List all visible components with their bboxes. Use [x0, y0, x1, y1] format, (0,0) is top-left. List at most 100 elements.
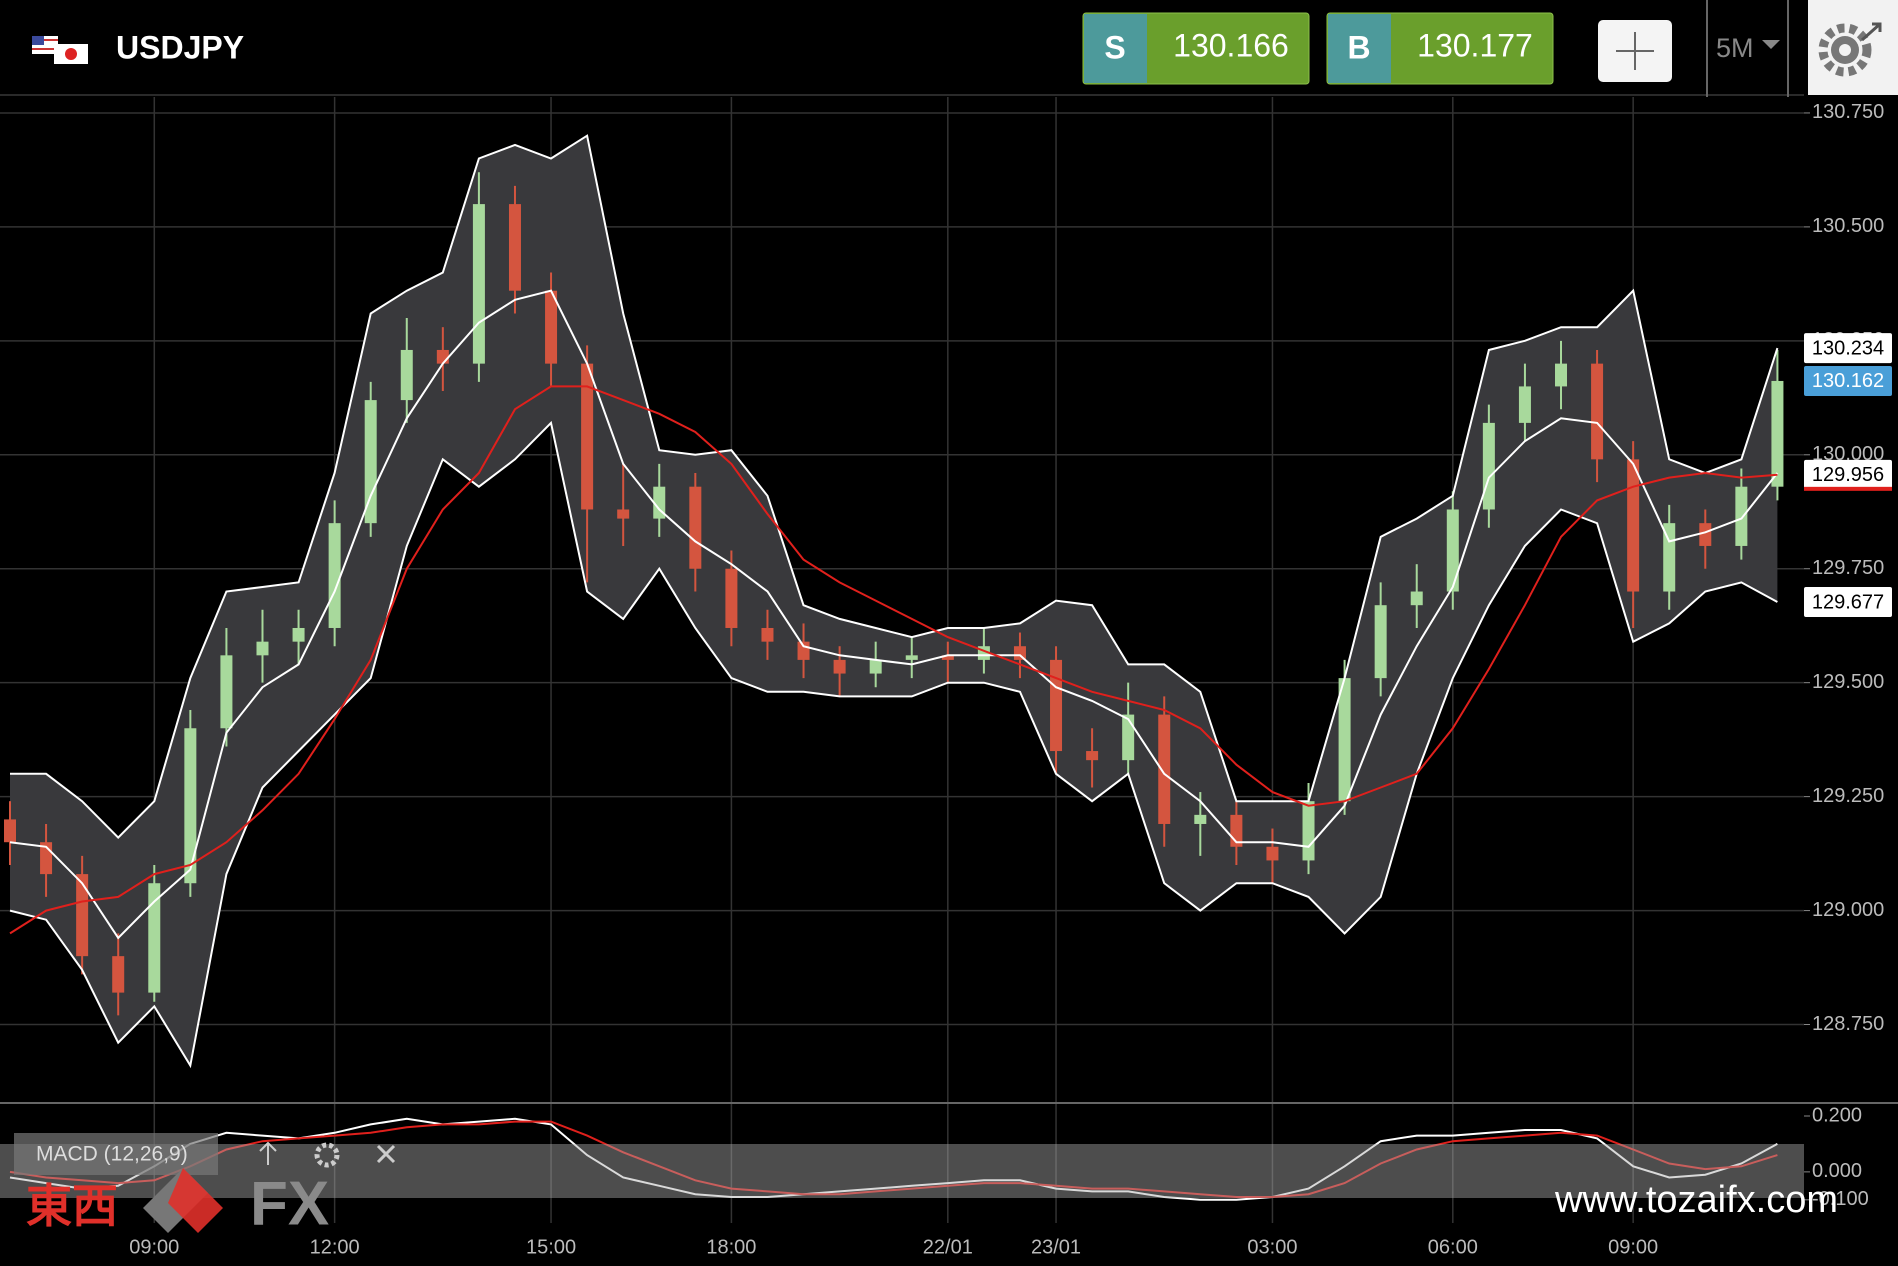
settings-button[interactable] — [1808, 0, 1898, 95]
buy-price[interactable]: 130.177 — [1417, 27, 1533, 63]
candle-body — [1482, 422, 1495, 510]
x-tick-label: 03:00 — [1247, 1236, 1297, 1258]
candle-body — [1699, 523, 1712, 546]
watermark-logo-accent — [168, 1168, 223, 1233]
candle-body — [1555, 363, 1568, 387]
candle-body — [941, 655, 954, 660]
price-tag-underline — [1804, 486, 1892, 491]
x-tick-label: 09:00 — [129, 1236, 179, 1258]
watermark-url: www.tozaifx.com — [1554, 1179, 1838, 1221]
candle-body — [1410, 591, 1423, 606]
flag-us-canton — [32, 36, 44, 45]
buy-label-bg[interactable] — [1328, 14, 1391, 83]
candle-body — [1771, 380, 1784, 487]
candle-body — [545, 290, 558, 364]
y-tick-label: 129.250 — [1812, 785, 1884, 807]
sell-label[interactable]: S — [1104, 29, 1125, 65]
candle-body — [1158, 714, 1171, 824]
price-tag-bg — [1804, 333, 1892, 364]
candle-body — [256, 641, 269, 656]
candle-body — [725, 568, 738, 628]
candle-body — [905, 655, 918, 660]
buy-label[interactable]: B — [1347, 29, 1370, 65]
y-tick-label: 129.500 — [1812, 671, 1884, 693]
price-tag: 130.234 — [1812, 337, 1884, 359]
indicator-bar — [0, 1144, 1804, 1198]
timeframe[interactable]: 5M — [1716, 33, 1754, 63]
bollinger-line — [10, 134, 1779, 840]
candle-body — [1302, 801, 1315, 861]
candle-body — [1446, 509, 1459, 592]
price-tag-bg — [1804, 365, 1892, 396]
candle-body — [1050, 659, 1063, 752]
buy-button[interactable]: B 130.177 — [1326, 12, 1554, 85]
expand-icon[interactable] — [1861, 22, 1882, 42]
candle-body — [1338, 678, 1351, 802]
candle-body — [1518, 386, 1531, 423]
candle-body — [472, 204, 485, 364]
flag-jp-sun — [65, 48, 77, 60]
candle-body — [328, 523, 341, 628]
candle-body — [1735, 486, 1748, 546]
header-bar — [0, 0, 1898, 95]
y-tick-label: 0.200 — [1812, 1104, 1862, 1126]
timeframe-selector[interactable]: 5M — [1716, 33, 1780, 63]
candle-body — [220, 655, 233, 729]
indicator-up-icon — [259, 1141, 277, 1165]
y-tick-label: 129.000 — [1812, 899, 1884, 921]
candle-body — [364, 400, 377, 524]
indicator-title-bg — [14, 1133, 218, 1175]
sell-button[interactable]: S 130.166 — [1082, 12, 1310, 85]
candle-body — [797, 641, 810, 660]
candle-body — [761, 627, 774, 642]
sell-label-bg[interactable] — [1084, 14, 1147, 83]
gear-hole[interactable] — [1839, 44, 1851, 56]
candle-body — [1194, 814, 1207, 824]
candle-body — [4, 819, 16, 843]
candle-body — [508, 204, 521, 291]
candle-body — [617, 509, 630, 519]
candle-body — [653, 486, 666, 519]
symbol: USDJPY — [116, 29, 244, 65]
price-tag: 129.956 — [1812, 464, 1884, 486]
candle-body — [1627, 459, 1640, 592]
candle-body — [112, 956, 125, 993]
candle-body — [400, 349, 413, 401]
candle-body — [1086, 751, 1099, 761]
y-tick-label: 130.500 — [1812, 215, 1884, 237]
watermark-kanji: 東西 — [26, 1180, 118, 1232]
y-tick-label: -0.100 — [1812, 1188, 1869, 1210]
price-tag: 129.677 — [1812, 591, 1884, 613]
price-tag-bg — [1804, 587, 1892, 618]
sell-price[interactable]: 130.166 — [1173, 27, 1289, 63]
candle-body — [1122, 714, 1135, 761]
crosshair-icon[interactable] — [1616, 32, 1654, 70]
candle-body — [184, 728, 197, 884]
y-tick-label: 128.750 — [1812, 1013, 1884, 1035]
gear-teeth[interactable] — [1818, 23, 1872, 77]
watermark-fx: FX — [250, 1169, 329, 1238]
y-tick-label: 129.750 — [1812, 557, 1884, 579]
macd-line — [9, 1120, 1778, 1198]
x-tick-label: 09:00 — [1608, 1236, 1658, 1258]
candle-body — [1374, 605, 1387, 679]
dropdown-arrow[interactable] — [1762, 40, 1780, 49]
crosshair-button[interactable] — [1598, 20, 1672, 82]
y-tick-label: 130.750 — [1812, 101, 1884, 123]
y-tick-label: 130.000 — [1812, 443, 1884, 465]
y-tick-label: 0.000 — [1812, 1160, 1862, 1182]
candle-body — [76, 874, 89, 957]
flag-icon — [32, 36, 88, 64]
candle-body — [869, 659, 882, 674]
candle-body — [833, 659, 846, 674]
indicator-close-icon — [376, 1144, 396, 1164]
candle-body — [1591, 363, 1604, 460]
indicator-settings-icon — [314, 1142, 340, 1168]
x-tick-label: 22/01 — [923, 1236, 973, 1258]
candle-body — [1013, 646, 1026, 660]
candle-body — [292, 627, 305, 642]
bollinger-line — [9, 289, 1779, 940]
x-tick-label: 23/01 — [1031, 1236, 1081, 1258]
